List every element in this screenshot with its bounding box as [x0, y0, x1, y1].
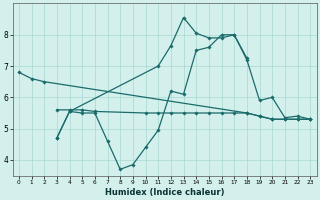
- X-axis label: Humidex (Indice chaleur): Humidex (Indice chaleur): [105, 188, 224, 197]
